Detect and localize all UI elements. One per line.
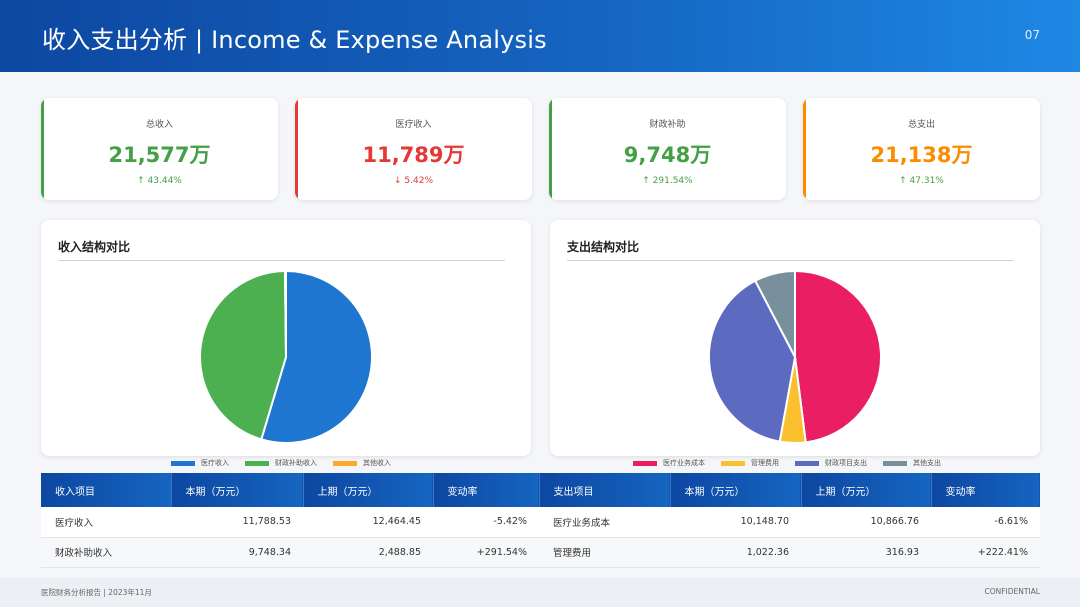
legend-label: 医疗收入	[201, 459, 229, 467]
divider	[58, 260, 505, 261]
table-cell: 1,022.36	[670, 537, 801, 568]
table-cell: 316.93	[801, 537, 931, 568]
legend-item: 医疗收入	[171, 458, 229, 468]
divider	[567, 260, 1014, 261]
legend-item: 财政补助收入	[245, 458, 317, 468]
kpi-value: 9,748万	[623, 143, 712, 167]
table-header-row: 收入项目 本期（万元） 上期（万元） 变动率 支出项目 本期（万元） 上期（万元…	[41, 473, 1040, 507]
pie-slice-1	[794, 269, 882, 444]
table-cell: 10,148.70	[670, 507, 801, 538]
column-header: 本期（万元）	[670, 473, 802, 507]
expense-chart-legend: 医疗业务成本 管理费用 财政项目支出 其他支出	[633, 456, 941, 470]
page-title: 收入支出分析 | Income & Expense Analysis	[42, 26, 547, 54]
legend-swatch	[245, 460, 269, 466]
expense-chart-title: 支出结构对比	[567, 240, 640, 254]
income-chart-panel: 收入结构对比	[41, 220, 531, 456]
kpi-label: 总支出	[907, 120, 935, 130]
legend-swatch	[883, 460, 907, 466]
expense-pie-chart	[708, 269, 882, 444]
table-cell: 2,488.85	[303, 537, 433, 568]
pie-slice-4	[753, 269, 796, 358]
page-header: 收入支出分析 | Income & Expense Analysis 07	[0, 0, 1080, 72]
table-cell: 12,464.45	[303, 507, 433, 538]
pie-slice-2	[199, 269, 288, 441]
pie-slice-1	[260, 269, 373, 444]
legend-label: 管理费用	[751, 459, 779, 467]
expense-chart-panel: 支出结构对比	[550, 220, 1040, 456]
table-cell: 11,788.53	[171, 507, 303, 538]
legend-label: 财政补助收入	[275, 459, 317, 467]
legend-label: 其他支出	[913, 459, 941, 467]
legend-item: 其他收入	[333, 458, 391, 468]
table-row: 医疗收入 11,788.53 12,464.45 -5.42% 医疗业务成本 1…	[41, 507, 1040, 538]
table-cell: 管理费用	[539, 537, 670, 568]
legend-label: 其他收入	[363, 459, 391, 467]
table-cell: 医疗业务成本	[539, 507, 670, 538]
column-header: 本期（万元）	[171, 473, 304, 507]
kpi-value: 11,789万	[362, 143, 465, 167]
income-chart-title: 收入结构对比	[58, 240, 131, 254]
legend-label: 医疗业务成本	[663, 459, 705, 467]
kpi-value: 21,138万	[870, 143, 973, 167]
kpi-change: ↑ 47.31%	[899, 176, 944, 186]
kpi-label: 总收入	[145, 120, 173, 130]
column-header: 支出项目	[539, 473, 671, 507]
legend-label: 财政项目支出	[825, 459, 867, 467]
table-cell: +291.54%	[433, 537, 539, 568]
kpi-card-total-income: 总收入 21,577万 ↑ 43.44%	[41, 98, 278, 200]
kpi-change: ↓ 5.42%	[394, 176, 433, 186]
pie-slice-3	[283, 269, 287, 358]
table-cell: -5.42%	[433, 507, 539, 538]
column-header: 变动率	[931, 473, 1040, 507]
income-pie-chart	[199, 269, 373, 444]
legend-swatch	[333, 460, 357, 466]
column-header: 收入项目	[41, 473, 172, 507]
kpi-value: 21,577万	[108, 143, 211, 167]
footer-report-info: 医院财务分析报告 | 2023年11月	[41, 588, 152, 597]
legend-swatch	[171, 460, 195, 466]
column-header: 变动率	[433, 473, 540, 507]
table-cell: 9,748.34	[171, 537, 303, 568]
table-cell: 财政补助收入	[41, 537, 171, 568]
kpi-label: 财政补助	[649, 120, 686, 130]
footer-confidential: CONFIDENTIAL	[984, 587, 1040, 596]
legend-item: 其他支出	[883, 458, 941, 468]
legend-swatch	[721, 460, 745, 466]
table-cell: 医疗收入	[41, 507, 171, 538]
table-cell: +222.41%	[931, 537, 1040, 568]
legend-swatch	[795, 460, 819, 466]
column-header: 上期（万元）	[801, 473, 932, 507]
kpi-change: ↑ 291.54%	[642, 176, 693, 186]
kpi-change: ↑ 43.44%	[137, 176, 182, 186]
kpi-card-medical-income: 医疗收入 11,789万 ↓ 5.42%	[295, 98, 532, 200]
kpi-card-fiscal-subsidy: 财政补助 9,748万 ↑ 291.54%	[549, 98, 786, 200]
kpi-card-total-expense: 总支出 21,138万 ↑ 47.31%	[803, 98, 1040, 200]
legend-swatch	[633, 460, 657, 466]
pie-slice-3	[708, 279, 797, 443]
page-footer: 医院财务分析报告 | 2023年11月 CONFIDENTIAL	[0, 578, 1080, 607]
legend-item: 财政项目支出	[795, 458, 867, 468]
table-cell: 10,866.76	[801, 507, 931, 538]
page-number: 07	[1024, 28, 1040, 42]
table-cell: -6.61%	[931, 507, 1040, 538]
income-chart-legend: 医疗收入 财政补助收入 其他收入	[171, 456, 391, 470]
kpi-label: 医疗收入	[395, 120, 432, 130]
legend-item: 管理费用	[721, 458, 779, 468]
table-row: 财政补助收入 9,748.34 2,488.85 +291.54% 管理费用 1…	[41, 537, 1040, 568]
column-header: 上期（万元）	[303, 473, 434, 507]
legend-item: 医疗业务成本	[633, 458, 705, 468]
income-expense-table: 收入项目 本期（万元） 上期（万元） 变动率 支出项目 本期（万元） 上期（万元…	[41, 473, 1040, 568]
